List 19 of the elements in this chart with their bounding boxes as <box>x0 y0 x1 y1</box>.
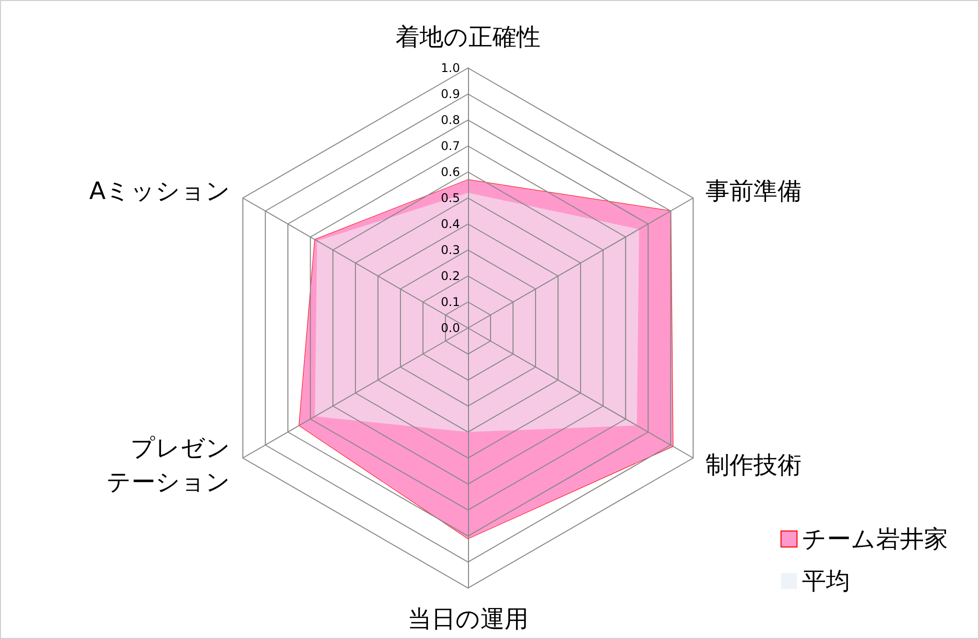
spoke-label: Aミッション <box>89 177 231 205</box>
legend-label: チーム岩井家 <box>802 525 948 553</box>
y-tick-label: 0.2 <box>440 269 460 283</box>
y-tick-label: 0.3 <box>440 243 460 257</box>
y-tick-label: 0.1 <box>440 295 460 309</box>
y-tick-label: 0.7 <box>440 139 460 153</box>
legend-label: 平均 <box>802 567 850 595</box>
spoke-label: プレゼンテーション <box>106 434 231 496</box>
y-tick-label: 0.6 <box>440 165 460 179</box>
y-tick-label: 1.0 <box>440 61 460 75</box>
spoke-label: 制作技術 <box>705 451 802 479</box>
spoke-label: 着地の正確性 <box>396 23 540 51</box>
y-tick-label: 0.5 <box>440 191 460 205</box>
y-tick-label: 0.9 <box>440 87 460 101</box>
y-tick-label: 0.8 <box>440 113 460 127</box>
spoke-label: 当日の運用 <box>408 605 528 633</box>
y-tick-label: 0.0 <box>440 321 460 335</box>
spoke-label: 事前準備 <box>705 177 802 205</box>
y-tick-label: 0.4 <box>440 217 460 231</box>
